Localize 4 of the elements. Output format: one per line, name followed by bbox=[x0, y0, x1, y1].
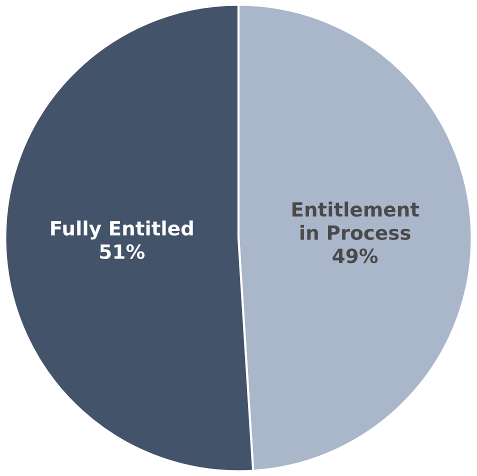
data-label: 49% bbox=[332, 248, 378, 264]
data-label: 51% bbox=[100, 244, 145, 260]
slice-label: Fully Entitled bbox=[51, 220, 193, 240]
slice-label: Entitlement in Process bbox=[292, 202, 420, 240]
